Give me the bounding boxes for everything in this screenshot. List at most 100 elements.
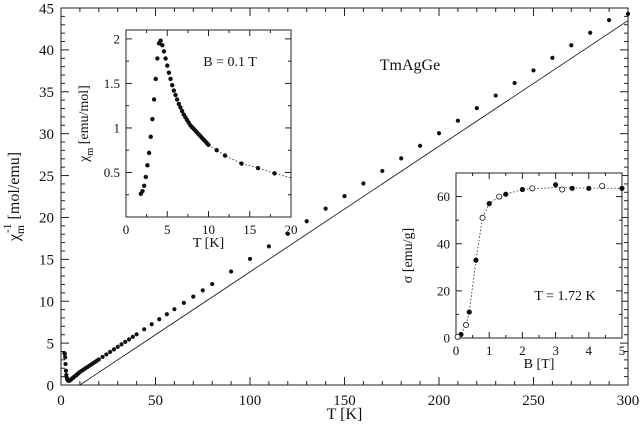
- data-point-open: [479, 214, 486, 221]
- data-point: [222, 153, 228, 158]
- data-point: [625, 11, 631, 16]
- y-tick-label: 45: [39, 1, 54, 17]
- y-axis-label: σ [emu/g]: [401, 228, 416, 283]
- y-tick-label: 5: [47, 336, 55, 352]
- y-tick-label: 1: [114, 121, 121, 136]
- data-point: [466, 309, 472, 315]
- data-point: [172, 307, 177, 312]
- data-point: [130, 334, 135, 339]
- data-point: [158, 38, 163, 43]
- data-point: [155, 56, 160, 61]
- chart-inset-bottom-right: 0 1 2 3 4 5 0 20 40 60 B [T] σ [emu/g] T = 1.72 K: [401, 172, 626, 372]
- data-point: [214, 148, 219, 153]
- data-point: [455, 118, 460, 123]
- data-point: [179, 108, 185, 114]
- fit-line: [79, 20, 628, 385]
- y-tick-label: 20: [437, 283, 450, 298]
- x-tick-label: 20: [285, 222, 298, 237]
- y-tick-label: 40: [39, 43, 54, 59]
- data-point: [141, 183, 147, 189]
- data-point: [145, 163, 150, 168]
- y-tick-label: 30: [39, 127, 54, 143]
- data-point: [143, 174, 148, 180]
- y-axis-label: χm-1 [mol/emu]: [2, 152, 27, 242]
- data-point: [63, 355, 68, 360]
- y-axis-label: χm [emu/mol]: [77, 85, 96, 163]
- guide-line: [208, 144, 291, 179]
- x-tick-label: 300: [617, 393, 640, 409]
- data-point: [148, 134, 153, 140]
- data-point: [111, 347, 117, 352]
- annotation: T = 1.72 K: [534, 289, 595, 304]
- data-point: [100, 354, 105, 360]
- x-tick-label: 0: [453, 343, 460, 358]
- data-point: [206, 142, 211, 148]
- data-point: [418, 143, 423, 148]
- x-tick-label: 150: [333, 393, 356, 409]
- data-point: [126, 337, 132, 342]
- data-point: [174, 97, 180, 102]
- data-point: [151, 97, 157, 102]
- x-tick-label: 5: [164, 222, 171, 237]
- data-point: [255, 165, 261, 171]
- data-point: [146, 150, 152, 156]
- data-point: [304, 219, 309, 224]
- data-point-open: [559, 186, 566, 193]
- x-tick-label: 2: [519, 343, 526, 358]
- x-tick-label: 4: [586, 343, 593, 358]
- data-point: [247, 256, 253, 262]
- data-point: [108, 349, 113, 355]
- annotation: B = 0.1 T: [203, 55, 257, 70]
- y-tick-label: 0.5: [104, 165, 120, 180]
- data-point: [519, 186, 526, 193]
- data-point: [140, 188, 145, 194]
- data-point: [157, 317, 162, 322]
- y-tick-label: 20: [39, 211, 54, 227]
- data-point: [239, 161, 244, 166]
- data-point: [119, 342, 124, 347]
- data-point-open: [454, 333, 461, 340]
- y-tick-label: 0: [47, 378, 55, 394]
- x-tick-label: 250: [522, 393, 545, 409]
- plot-frame: [455, 172, 623, 339]
- data-point: [380, 168, 385, 174]
- x-axis-label: T [K]: [327, 406, 363, 423]
- x-tick-label: 50: [148, 393, 163, 409]
- data-point: [486, 201, 492, 207]
- data-point: [361, 181, 366, 186]
- data-point: [166, 70, 172, 75]
- data-point: [171, 88, 177, 93]
- y-tick-label: 40: [437, 236, 450, 251]
- data-point: [173, 92, 178, 98]
- data-point: [436, 131, 442, 136]
- data-point: [104, 352, 109, 357]
- data-point: [164, 312, 169, 317]
- y-tick-label: 0: [444, 331, 451, 346]
- data-point: [588, 30, 593, 35]
- data-point: [134, 332, 139, 337]
- data-point-open: [599, 182, 606, 189]
- data-point: [210, 281, 215, 287]
- data-point: [607, 18, 612, 23]
- y-tick-label: 15: [39, 253, 54, 269]
- data-point-open: [496, 193, 503, 200]
- y-tick-label: 1.5: [104, 76, 120, 91]
- data-point: [181, 300, 186, 305]
- data-point: [285, 231, 290, 236]
- data-point: [512, 80, 517, 86]
- data-point: [569, 43, 574, 48]
- data-point: [619, 185, 625, 191]
- data-point: [150, 116, 155, 122]
- x-tick-label: 10: [202, 222, 215, 237]
- data-point: [474, 106, 479, 111]
- data-point: [178, 105, 183, 110]
- x-tick-label: 5: [619, 343, 626, 358]
- plot-frame: [125, 29, 292, 218]
- data-point: [62, 351, 67, 357]
- y-tick-label: 25: [39, 169, 54, 185]
- data-point-open: [462, 322, 469, 329]
- x-tick-label: 0: [123, 222, 130, 237]
- data-point: [123, 339, 128, 344]
- data-point: [531, 68, 536, 73]
- marks: [208, 144, 291, 179]
